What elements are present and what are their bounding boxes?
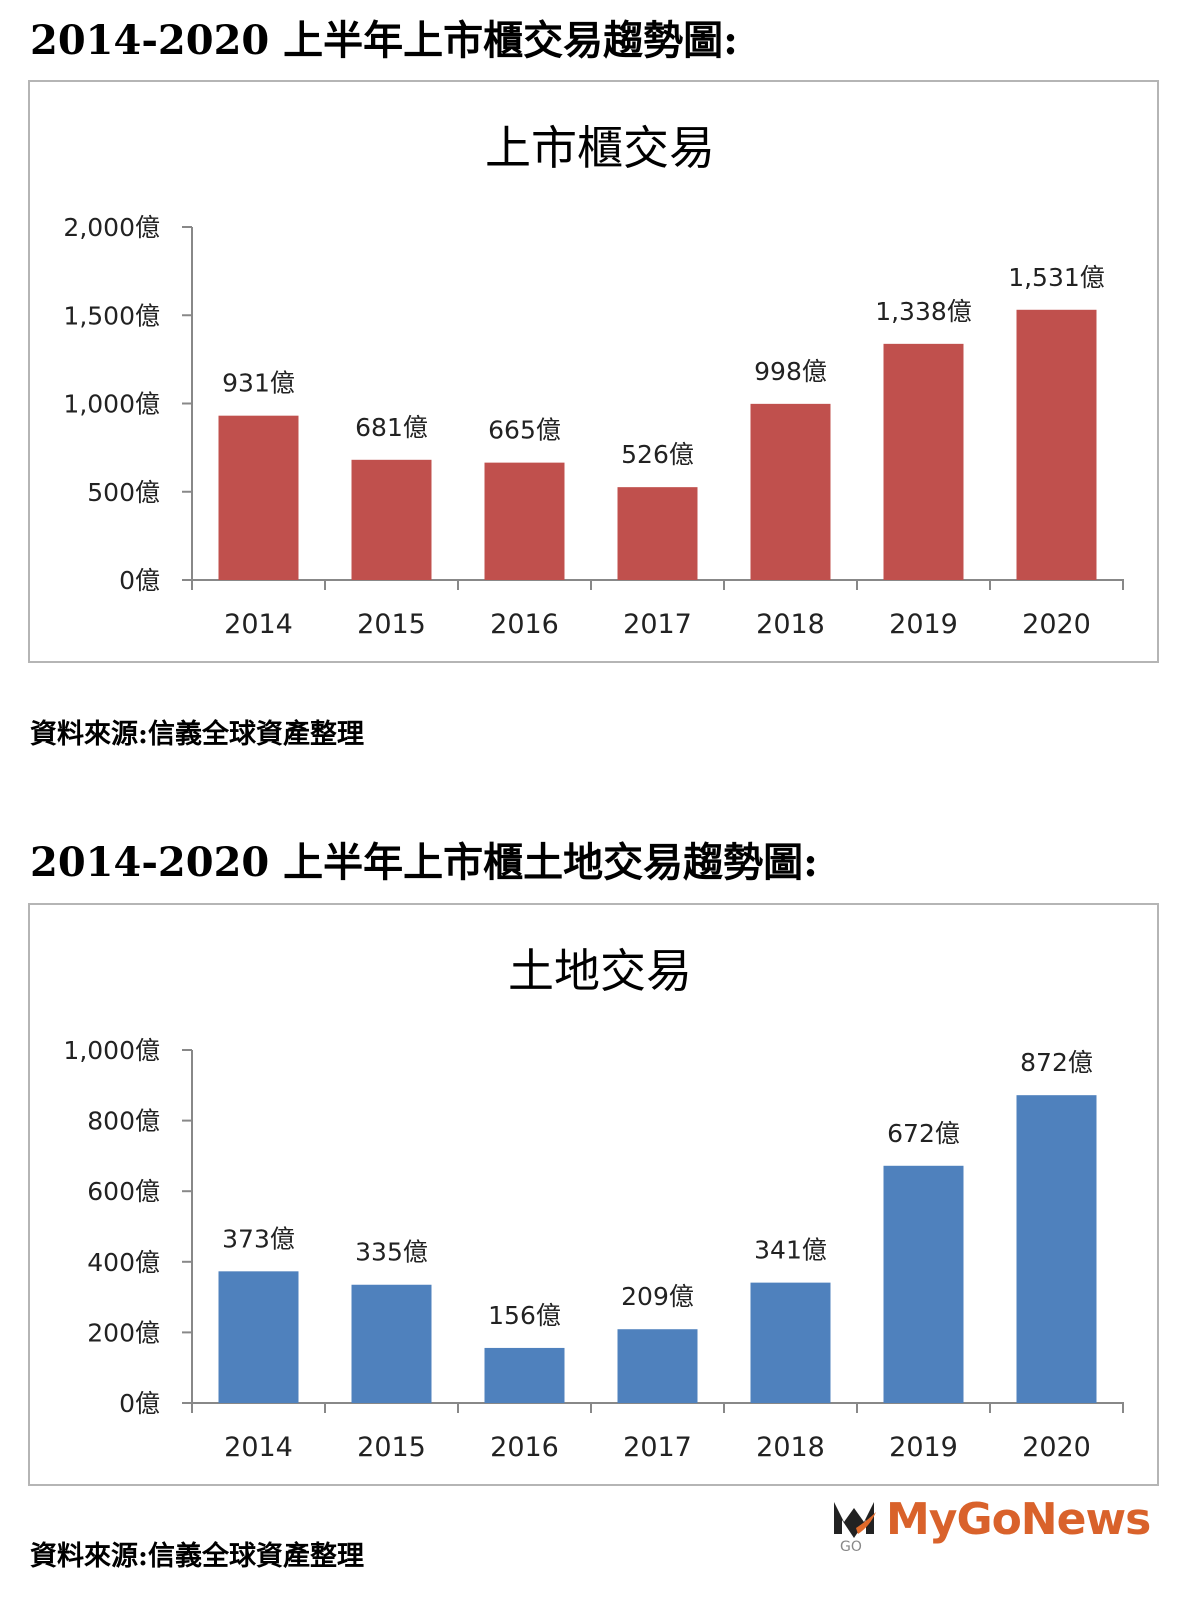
chart-svg-land-trading: 土地交易 0億 200億 400億 600億 800億 1,000億 373億 2014 335億…: [63, 944, 1124, 1463]
data-label: 373億: [222, 1224, 295, 1253]
logo-text: MyGoNews: [886, 1494, 1151, 1545]
bar-2018: [750, 403, 831, 580]
y-tick-label: 600億: [87, 1177, 160, 1206]
y-tick-label: 800億: [87, 1107, 160, 1136]
bar-2014: [218, 415, 299, 580]
y-tick-label: 2,000億: [63, 213, 160, 242]
y-tick-label: 500億: [87, 478, 160, 507]
x-tick-label: 2015: [357, 609, 426, 640]
x-tick-label: 2020: [1022, 609, 1091, 640]
data-label: 156億: [488, 1301, 561, 1330]
heading-stock-trading: 2014-2020 上半年上市櫃交易趨勢圖:: [30, 17, 738, 64]
data-label: 998億: [754, 357, 827, 386]
data-label: 931億: [222, 369, 295, 398]
bar-2016: [484, 462, 565, 580]
mygonews-logo: GO MyGoNews: [830, 1494, 1160, 1555]
y-tick-label: 1,000億: [63, 1036, 160, 1065]
x-tick-label: 2016: [490, 609, 559, 640]
chart-title: 土地交易: [508, 944, 692, 998]
data-label: 672億: [887, 1119, 960, 1148]
x-tick-label: 2015: [357, 1432, 426, 1463]
y-tick-label: 0億: [119, 1389, 160, 1418]
data-label: 1,338億: [875, 297, 972, 326]
chart-land-trading: 土地交易 0億 200億 400億 600億 800億 1,000億 373億 2014 335億…: [28, 903, 1159, 1486]
x-tick-label: 2019: [889, 609, 958, 640]
bar-2019: [883, 343, 964, 580]
bar-2020: [1016, 1095, 1097, 1403]
y-tick-label: 0億: [119, 566, 160, 595]
chart-title: 上市櫃交易: [485, 121, 715, 175]
bar-2019: [883, 1165, 964, 1403]
bar-2015: [351, 1284, 432, 1403]
data-label: 665億: [488, 416, 561, 445]
bar-2015: [351, 459, 432, 580]
data-label: 872億: [1020, 1048, 1093, 1077]
x-tick-label: 2019: [889, 1432, 958, 1463]
x-tick-label: 2017: [623, 1432, 692, 1463]
heading-land-trading: 2014-2020 上半年上市櫃土地交易趨勢圖:: [30, 839, 818, 886]
chart-svg-stock-trading: 上市櫃交易 0億 500億 1,000億 1,500億 2,000億 931億 2014 681…: [63, 121, 1124, 640]
data-label: 526億: [621, 440, 694, 469]
bar-2018: [750, 1282, 831, 1403]
data-label: 1,531億: [1008, 263, 1105, 292]
logo-mark-icon: GO: [834, 1502, 876, 1555]
bar-2014: [218, 1271, 299, 1403]
data-label: 681億: [355, 413, 428, 442]
bar-2016: [484, 1347, 565, 1403]
x-tick-label: 2018: [756, 1432, 825, 1463]
data-label: 335億: [355, 1238, 428, 1267]
x-tick-label: 2020: [1022, 1432, 1091, 1463]
y-tick-label: 400億: [87, 1248, 160, 1277]
data-label: 209億: [621, 1282, 694, 1311]
y-tick-label: 1,500億: [63, 301, 160, 330]
x-tick-label: 2017: [623, 609, 692, 640]
x-tick-label: 2016: [490, 1432, 559, 1463]
source-note: 資料來源:信義全球資產整理: [30, 719, 364, 750]
data-label: 341億: [754, 1236, 827, 1265]
bar-2020: [1016, 309, 1097, 580]
x-tick-label: 2014: [224, 1432, 293, 1463]
chart-stock-trading: 上市櫃交易 0億 500億 1,000億 1,500億 2,000億 931億 2014 681…: [28, 80, 1159, 663]
bar-2017: [617, 487, 698, 580]
y-tick-label: 200億: [87, 1318, 160, 1347]
bar-2017: [617, 1329, 698, 1403]
svg-text:GO: GO: [840, 1539, 862, 1554]
source-note: 資料來源:信義全球資產整理: [30, 1541, 364, 1572]
y-tick-label: 1,000億: [63, 390, 160, 419]
x-tick-label: 2014: [224, 609, 293, 640]
x-tick-label: 2018: [756, 609, 825, 640]
